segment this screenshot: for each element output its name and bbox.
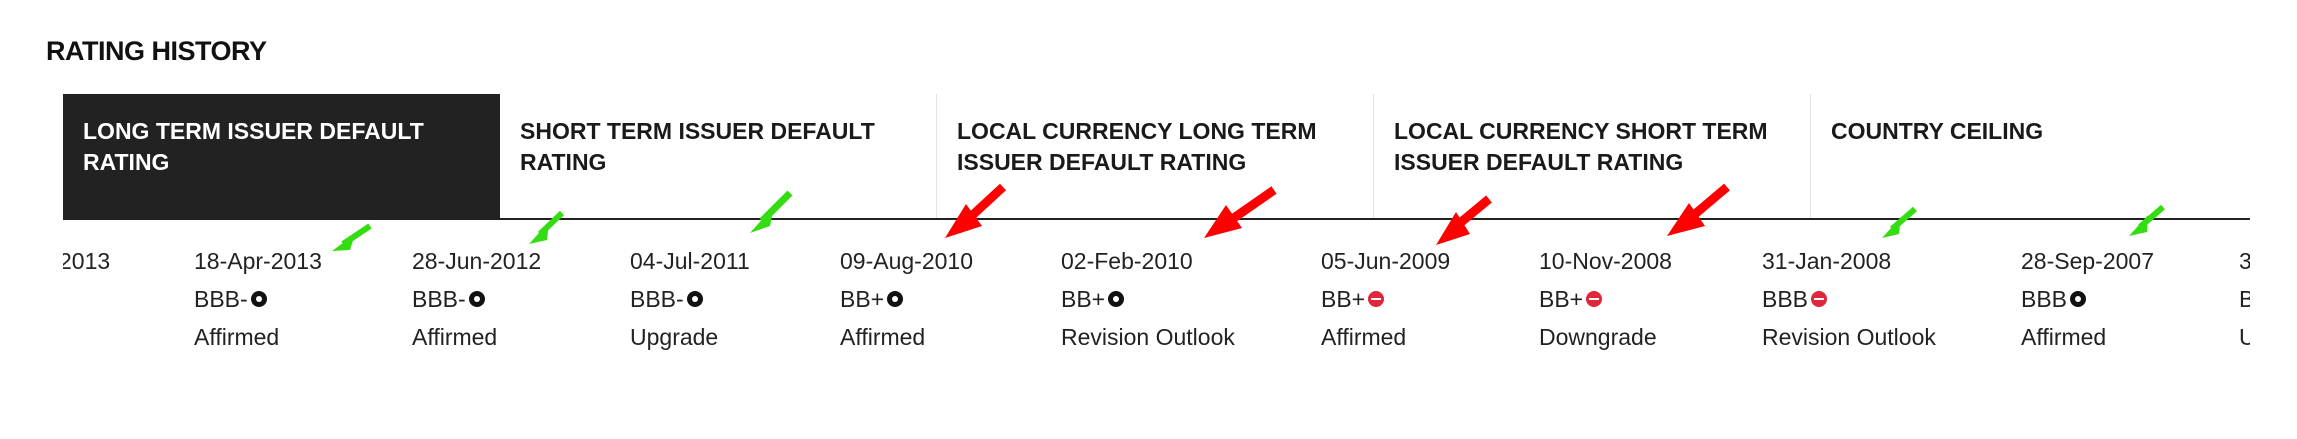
tab-label-line1: LOCAL CURRENCY SHORT TERM bbox=[1394, 118, 1768, 144]
entry-action: Up bbox=[2239, 324, 2250, 350]
timeline-entry: 18-Apr-2013 BBB- Affirmed bbox=[194, 242, 322, 356]
entry-action: Affirmed bbox=[840, 324, 926, 350]
entry-action: Revision Outlook bbox=[1061, 324, 1235, 350]
entry-date: 2013 bbox=[63, 248, 111, 274]
timeline-entry: 05-Jun-2009 BB+ Affirmed bbox=[1321, 242, 1450, 356]
outlook-stable-icon bbox=[1108, 291, 1125, 307]
entry-rating: BBB bbox=[1762, 286, 1809, 312]
entry-date: 31 bbox=[2239, 248, 2250, 274]
rating-type-tabs: LONG TERM ISSUER DEFAULT RATING SHORT TE… bbox=[63, 94, 2250, 220]
tab-label-line2: ISSUER DEFAULT RATING bbox=[1394, 149, 1684, 175]
tab-label-line2: RATING bbox=[520, 149, 607, 175]
timeline-entry: 31 BB Up bbox=[2239, 242, 2250, 356]
outlook-negative-icon bbox=[1586, 291, 1603, 307]
timeline-entry: 2013 bbox=[63, 242, 110, 280]
timeline-entry: 31-Jan-2008 BBB Revision Outlook bbox=[1762, 242, 1936, 356]
tab-label-line1: SHORT TERM ISSUER DEFAULT bbox=[520, 118, 875, 144]
entry-rating: BB+ bbox=[1539, 286, 1584, 312]
section-title: RATING HISTORY bbox=[46, 36, 267, 66]
entry-date: 10-Nov-2008 bbox=[1539, 248, 1672, 274]
outlook-stable-icon bbox=[686, 291, 703, 307]
outlook-stable-icon bbox=[468, 291, 485, 307]
outlook-stable-icon bbox=[887, 291, 904, 307]
tab-label-line1: LONG TERM ISSUER DEFAULT bbox=[83, 118, 424, 144]
entry-rating: BBB- bbox=[412, 286, 466, 312]
entry-action: Revision Outlook bbox=[1762, 324, 1936, 350]
entry-date: 05-Jun-2009 bbox=[1321, 248, 1451, 274]
entry-action: Affirmed bbox=[194, 324, 280, 350]
entry-rating: BBB- bbox=[630, 286, 684, 312]
entry-action: Affirmed bbox=[1321, 324, 1407, 350]
timeline-entry: 28-Sep-2007 BBB Affirmed bbox=[2021, 242, 2154, 356]
entry-rating: BBB- bbox=[194, 286, 248, 312]
entry-date: 28-Jun-2012 bbox=[412, 248, 542, 274]
tab-label-line2: ISSUER DEFAULT RATING bbox=[957, 149, 1247, 175]
entry-date: 31-Jan-2008 bbox=[1762, 248, 1892, 274]
outlook-stable-icon bbox=[2070, 291, 2087, 307]
entry-rating: BB bbox=[2239, 286, 2250, 312]
tab-long-term-issuer-default-rating[interactable]: LONG TERM ISSUER DEFAULT RATING bbox=[63, 94, 500, 218]
entry-date: 18-Apr-2013 bbox=[194, 248, 322, 274]
entry-action: Downgrade bbox=[1539, 324, 1657, 350]
outlook-stable-icon bbox=[250, 291, 267, 307]
entry-action: Affirmed bbox=[412, 324, 498, 350]
timeline-entry: 09-Aug-2010 BB+ Affirmed bbox=[840, 242, 973, 356]
entry-rating: BB+ bbox=[840, 286, 885, 312]
tab-short-term-issuer-default-rating[interactable]: SHORT TERM ISSUER DEFAULT RATING bbox=[500, 94, 937, 218]
timeline-entry: 04-Jul-2011 BBB- Upgrade bbox=[630, 242, 750, 356]
entry-date: 09-Aug-2010 bbox=[840, 248, 973, 274]
timeline-entry: 28-Jun-2012 BBB- Affirmed bbox=[412, 242, 541, 356]
timeline-entry: 02-Feb-2010 BB+ Revision Outlook bbox=[1061, 242, 1235, 356]
entry-date: 28-Sep-2007 bbox=[2021, 248, 2154, 274]
outlook-negative-icon bbox=[1368, 291, 1385, 307]
rating-timeline[interactable]: 2013 18-Apr-2013 BBB- Affirmed 28-Jun-20… bbox=[63, 218, 2250, 368]
timeline-entry: 10-Nov-2008 BB+ Downgrade bbox=[1539, 242, 1672, 356]
tab-country-ceiling[interactable]: COUNTRY CEILING bbox=[1811, 94, 2248, 218]
entry-rating: BB+ bbox=[1321, 286, 1366, 312]
entry-rating: BBB bbox=[2021, 286, 2068, 312]
entry-rating: BB+ bbox=[1061, 286, 1106, 312]
entry-date: 02-Feb-2010 bbox=[1061, 248, 1193, 274]
tab-local-currency-short-term-idr[interactable]: LOCAL CURRENCY SHORT TERM ISSUER DEFAULT… bbox=[1374, 94, 1811, 218]
outlook-negative-icon bbox=[1811, 291, 1828, 307]
tab-local-currency-long-term-idr[interactable]: LOCAL CURRENCY LONG TERM ISSUER DEFAULT … bbox=[937, 94, 1374, 218]
entry-date: 04-Jul-2011 bbox=[630, 248, 750, 274]
tab-label-line1: COUNTRY CEILING bbox=[1831, 118, 2044, 144]
tab-label-line2: RATING bbox=[83, 149, 170, 175]
entry-action: Upgrade bbox=[630, 324, 719, 350]
tab-label-line1: LOCAL CURRENCY LONG TERM bbox=[957, 118, 1317, 144]
entry-action: Affirmed bbox=[2021, 324, 2107, 350]
